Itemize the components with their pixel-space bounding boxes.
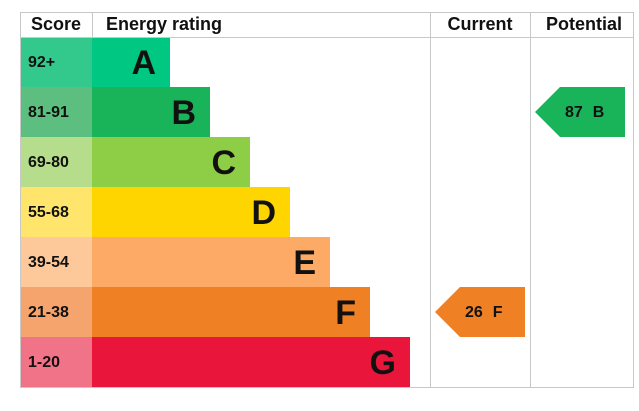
- current-arrow: 26 F: [435, 287, 525, 337]
- table-rules: [20, 12, 634, 388]
- potential-header: Potential: [546, 14, 622, 34]
- rating-bar: [92, 137, 250, 187]
- rating-bar: [92, 37, 170, 87]
- score-header: Score: [31, 14, 81, 34]
- score-label: 81-91: [28, 104, 69, 121]
- rating-letter: A: [131, 44, 156, 82]
- score-label: 21-38: [28, 304, 69, 321]
- bands: 92+ A 81-91 B 69-80 C 55-68 D 39-54 E 21-38 F 1-20 G: [20, 37, 410, 387]
- rating-letter: C: [211, 144, 236, 182]
- rating-header: Energy rating: [106, 14, 222, 34]
- score-cell: [20, 87, 92, 137]
- arrow-value: 26: [465, 304, 483, 321]
- rating-letter: E: [293, 244, 316, 282]
- score-cell: [20, 37, 92, 87]
- arrow-label: 26 F: [465, 304, 503, 321]
- arrow-value: 87: [565, 104, 583, 121]
- arrow-letter: B: [593, 104, 605, 121]
- arrow-letter: F: [493, 304, 503, 321]
- score-cell: [20, 337, 92, 387]
- rating-bar: [92, 87, 210, 137]
- rating-letter: D: [251, 194, 276, 232]
- arrow-label: 87 B: [565, 104, 604, 121]
- rating-letter: B: [171, 94, 196, 132]
- current-header: Current: [447, 14, 512, 34]
- rating-letter: G: [370, 344, 396, 382]
- rating-arrow: [535, 87, 625, 137]
- score-label: 1-20: [28, 354, 60, 371]
- score-label: 39-54: [28, 254, 69, 271]
- arrows: 26 F 87 B: [435, 87, 625, 337]
- score-cell: [20, 287, 92, 337]
- table-border: [20, 12, 634, 388]
- score-cell: [20, 237, 92, 287]
- potential-arrow: 87 B: [535, 87, 625, 137]
- rating-bar: [92, 287, 370, 337]
- score-label: 55-68: [28, 204, 69, 221]
- rating-arrow: [435, 287, 525, 337]
- rating-bar: [92, 237, 330, 287]
- score-label: 69-80: [28, 154, 69, 171]
- rating-letter: F: [335, 294, 356, 332]
- score-label: 92+: [28, 54, 55, 71]
- rating-bar: [92, 337, 410, 387]
- score-cell: [20, 187, 92, 237]
- score-cell: [20, 137, 92, 187]
- rating-bar: [92, 187, 290, 237]
